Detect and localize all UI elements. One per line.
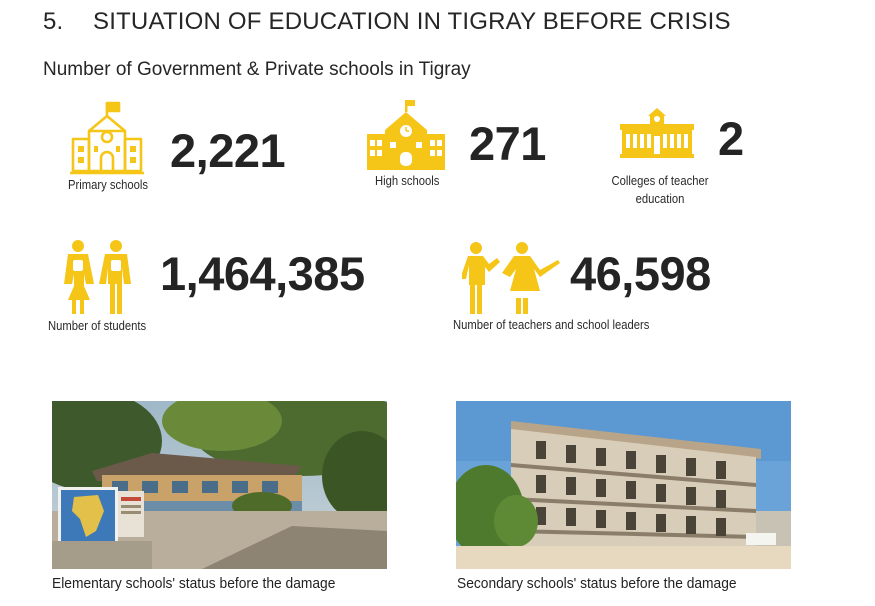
teachers-icon bbox=[462, 240, 562, 316]
secondary-school-photo bbox=[456, 401, 791, 569]
primary-schools-label: Primary schools bbox=[68, 178, 149, 192]
section-number: 5. bbox=[43, 8, 64, 35]
students-label: Number of students bbox=[48, 319, 147, 333]
students-icon bbox=[60, 240, 136, 316]
high-schools-label: High schools bbox=[375, 174, 440, 188]
secondary-photo-caption: Secondary schools' status before the dam… bbox=[457, 575, 737, 592]
college-icon bbox=[620, 108, 694, 158]
students-count: 1,464,385 bbox=[160, 247, 365, 300]
primary-school-icon bbox=[69, 101, 145, 177]
primary-schools-count: 2,221 bbox=[170, 124, 286, 177]
section-subtitle: Number of Government & Private schools i… bbox=[43, 59, 471, 80]
high-schools-count: 271 bbox=[469, 117, 546, 170]
section-title: SITUATION OF EDUCATION IN TIGRAY BEFORE … bbox=[93, 8, 731, 35]
colleges-label-line1: Colleges of teacher bbox=[611, 174, 709, 188]
section-heading: 5. SITUATION OF EDUCATION IN TIGRAY BEFO… bbox=[43, 8, 731, 36]
high-school-icon bbox=[367, 100, 445, 170]
teachers-count: 46,598 bbox=[570, 247, 711, 300]
colleges-label-line2: education bbox=[635, 192, 685, 206]
colleges-label: Colleges of teacher education bbox=[610, 172, 711, 208]
colleges-count: 2 bbox=[718, 112, 744, 165]
teachers-label: Number of teachers and school leaders bbox=[453, 318, 650, 332]
elementary-photo-caption: Elementary schools' status before the da… bbox=[52, 575, 336, 592]
elementary-school-photo bbox=[52, 401, 387, 569]
